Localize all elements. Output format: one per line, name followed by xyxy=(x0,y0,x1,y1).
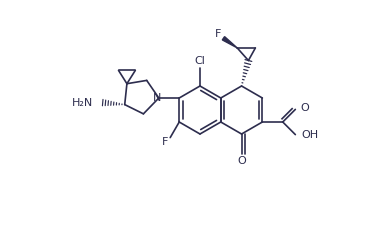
Text: H₂N: H₂N xyxy=(71,98,93,108)
Text: N: N xyxy=(152,93,161,103)
Text: Cl: Cl xyxy=(195,56,205,66)
Polygon shape xyxy=(222,37,237,48)
Text: F: F xyxy=(162,137,168,147)
Text: O: O xyxy=(300,103,309,113)
Text: F: F xyxy=(215,29,222,39)
Text: O: O xyxy=(237,156,246,166)
Text: OH: OH xyxy=(301,130,318,140)
